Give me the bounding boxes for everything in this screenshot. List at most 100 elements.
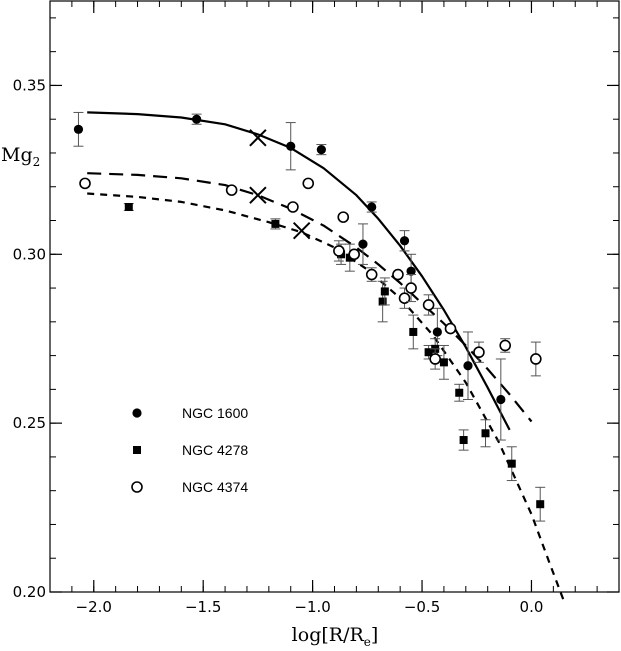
data-point [444, 322, 457, 335]
filled-circle-marker [358, 239, 368, 249]
plot-frame [49, 0, 620, 593]
open-circle-marker [444, 322, 457, 335]
open-circle-marker [405, 282, 417, 294]
data-point [408, 314, 419, 350]
filled-square-marker [536, 500, 545, 509]
y-axis-title: Mg2 [1, 144, 40, 169]
curve-solid [87, 111, 511, 431]
open-circle-marker [473, 346, 485, 359]
data-point [473, 341, 485, 363]
filled-square-marker [459, 436, 468, 445]
data-point [123, 203, 134, 212]
data-point [225, 184, 238, 196]
x-tick-label: 0.0 [520, 598, 544, 616]
data-point [366, 201, 377, 213]
data-point [379, 277, 390, 306]
filled-square-marker [455, 388, 464, 397]
filled-square-marker [271, 219, 280, 228]
data-point [270, 218, 281, 230]
y-tick-label: 0.30 [13, 245, 46, 263]
filled-circle-marker [286, 141, 296, 151]
data-point [333, 240, 345, 262]
filled-square-marker [133, 446, 141, 454]
data-point [530, 341, 542, 377]
data-point [398, 287, 411, 309]
open-circle-marker [225, 184, 238, 196]
legend-item: NGC 4278 [133, 442, 248, 458]
cross-stroke [249, 186, 267, 204]
open-circle-marker [365, 268, 378, 281]
data-point [506, 446, 517, 482]
filled-circle-marker [132, 408, 142, 418]
data-point [377, 280, 388, 323]
data-point [337, 211, 350, 223]
filled-circle-marker [496, 394, 506, 405]
y-axis-ticks: 0.20 0.25 0.30 0.35 [13, 76, 619, 601]
open-circle-marker [337, 211, 350, 223]
data-point [79, 177, 91, 190]
y-tick-label: 0.25 [13, 414, 46, 432]
x-tick-label: −1.5 [185, 598, 221, 616]
y-tick-label: 0.20 [13, 583, 46, 601]
x-tick-label: −1.0 [294, 598, 330, 616]
x-tick-label: −0.5 [404, 598, 440, 616]
data-point [454, 383, 465, 402]
filled-square-marker [439, 358, 448, 367]
open-circle-marker [302, 177, 315, 190]
data-point [302, 177, 315, 190]
filled-square-marker [424, 348, 433, 357]
legend-label: NGC 4278 [182, 442, 248, 458]
cross-marker [249, 129, 267, 147]
data-point [422, 294, 435, 316]
data-point [73, 111, 84, 147]
data-point [462, 331, 473, 401]
data-point [499, 338, 512, 353]
open-circle-marker [499, 339, 512, 352]
data-point [480, 419, 491, 448]
open-circle-marker [333, 245, 345, 257]
filled-square-marker [481, 429, 490, 438]
filled-square-marker [507, 459, 516, 468]
data-points [73, 111, 546, 522]
filled-square-marker [380, 287, 389, 296]
filled-square-marker [409, 327, 418, 336]
data-point [535, 486, 546, 522]
open-circle-marker [422, 299, 435, 311]
filled-circle-marker [316, 144, 326, 155]
x-tick-label: −2.0 [76, 598, 112, 616]
data-point [316, 144, 327, 156]
filled-square-marker [124, 203, 133, 212]
open-circle-marker [398, 292, 411, 304]
legend-item: NGC 1600 [132, 405, 248, 421]
filled-circle-marker [399, 236, 410, 246]
data-point [287, 201, 299, 213]
data-point [495, 358, 506, 441]
filled-circle-marker [367, 202, 377, 212]
open-circle-marker [287, 201, 299, 213]
filled-circle-marker [432, 327, 442, 337]
cross-marker [249, 186, 267, 204]
open-circle-marker [348, 248, 360, 261]
minor-ticks [49, 1, 620, 593]
legend-label: NGC 1600 [182, 405, 248, 421]
x-axis-ticks: −2.0 −1.5 −1.0 −0.5 0.0 [76, 1, 544, 616]
data-point [429, 348, 441, 370]
cross-stroke [249, 129, 267, 147]
filled-circle-marker [463, 361, 473, 371]
legend-label: NGC 4374 [182, 479, 248, 495]
legend: NGC 1600 NGC 4278 NGC 4374 [131, 405, 248, 495]
filled-circle-marker [73, 124, 84, 134]
filled-circle-marker [192, 114, 202, 124]
filled-square-marker [378, 297, 387, 306]
curve-long-dash [87, 172, 533, 423]
transition-markers [249, 129, 311, 240]
data-point [458, 429, 469, 451]
model-curves [87, 111, 566, 603]
data-point [392, 268, 404, 281]
open-circle-marker [131, 481, 143, 493]
filled-circle-marker [406, 266, 416, 276]
open-circle-marker [79, 177, 91, 190]
data-point [405, 274, 417, 303]
curve-short-dash [87, 192, 566, 603]
